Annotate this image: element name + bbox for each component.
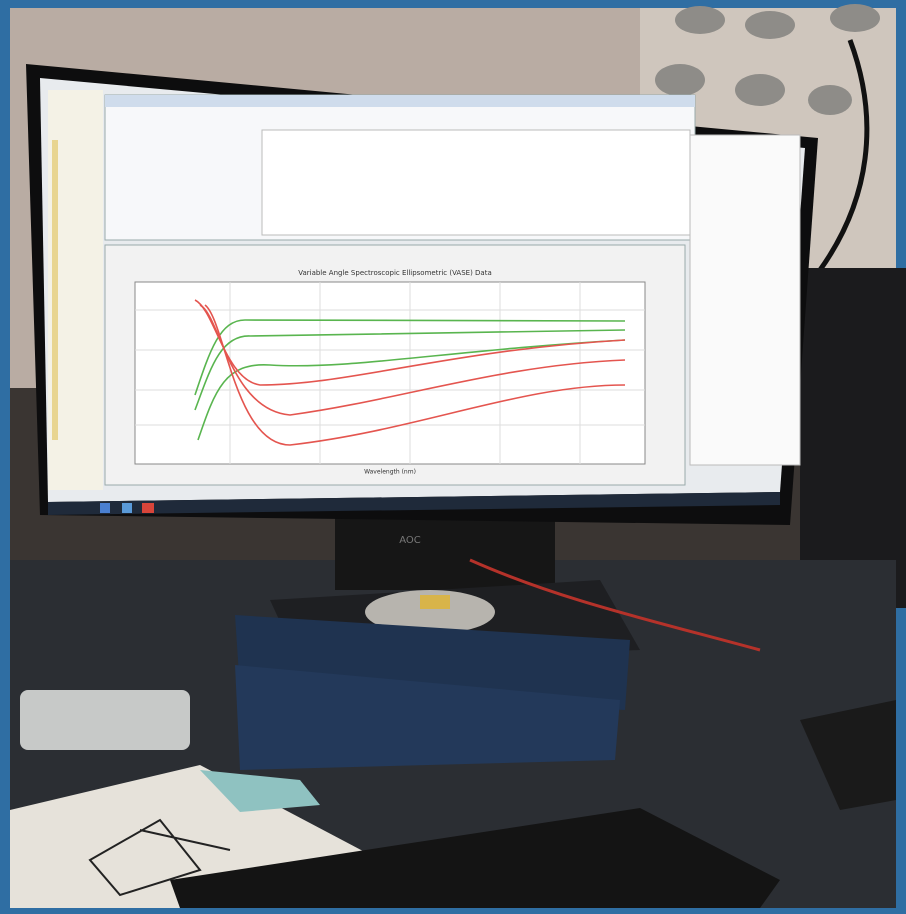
photo: AOC Variable Angle Spectroscopic Ellipso… [0,0,906,914]
second-monitor [800,268,906,608]
sample [420,595,450,609]
x-axis-label: Wavelength (nm) [364,469,416,476]
device [20,690,190,750]
taskbar-icon [142,503,154,513]
page: AOC Variable Angle Spectroscopic Ellipso… [0,0,906,914]
window-titlebar [105,95,695,107]
plot-area [135,282,645,464]
stand-neck [335,510,555,590]
text-area [262,130,690,235]
file-panel-strip [52,140,58,440]
chart-title: Variable Angle Spectroscopic Ellipsometr… [298,269,492,277]
taskbar-icon [100,503,110,513]
data-list [690,135,800,465]
taskbar-icon [122,503,132,513]
monitor-brand: AOC [399,535,421,546]
